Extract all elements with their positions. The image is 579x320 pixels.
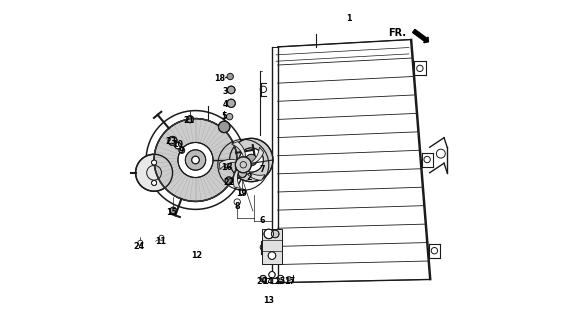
Circle shape xyxy=(159,235,164,240)
Circle shape xyxy=(227,99,235,108)
Text: 11: 11 xyxy=(156,237,167,246)
Text: 23: 23 xyxy=(166,137,177,146)
Circle shape xyxy=(234,199,240,205)
Circle shape xyxy=(269,271,275,278)
Circle shape xyxy=(168,136,177,145)
Text: 4: 4 xyxy=(222,100,228,109)
Text: FR.: FR. xyxy=(388,28,406,37)
Circle shape xyxy=(227,73,233,80)
Text: 3: 3 xyxy=(222,87,228,96)
Circle shape xyxy=(230,138,273,182)
Text: 21: 21 xyxy=(184,116,195,125)
Circle shape xyxy=(192,156,199,164)
Text: 8: 8 xyxy=(234,202,240,211)
Text: 14: 14 xyxy=(262,277,273,286)
Text: 13: 13 xyxy=(263,296,274,305)
Circle shape xyxy=(245,154,257,166)
Text: 12: 12 xyxy=(191,251,202,260)
FancyBboxPatch shape xyxy=(262,228,281,264)
Text: 15: 15 xyxy=(166,208,177,217)
Circle shape xyxy=(240,189,245,195)
Circle shape xyxy=(277,275,284,282)
Text: 5: 5 xyxy=(221,113,227,122)
Text: 9: 9 xyxy=(178,146,184,155)
Circle shape xyxy=(238,169,247,178)
Circle shape xyxy=(264,229,273,239)
Circle shape xyxy=(223,160,231,168)
Text: 1: 1 xyxy=(346,14,351,23)
Circle shape xyxy=(225,177,233,185)
Circle shape xyxy=(235,157,251,173)
Text: 22: 22 xyxy=(223,178,234,187)
Circle shape xyxy=(239,148,263,172)
Circle shape xyxy=(175,142,181,149)
Text: 10: 10 xyxy=(172,140,183,149)
Polygon shape xyxy=(232,141,245,158)
Circle shape xyxy=(218,121,230,132)
Polygon shape xyxy=(250,147,263,165)
Text: 25: 25 xyxy=(274,277,285,286)
Circle shape xyxy=(154,119,237,201)
Text: 2: 2 xyxy=(247,173,252,182)
Text: 19: 19 xyxy=(236,189,247,198)
Circle shape xyxy=(179,148,185,153)
Circle shape xyxy=(152,160,157,165)
FancyArrow shape xyxy=(413,29,428,43)
Text: 17: 17 xyxy=(284,277,295,286)
Text: 6: 6 xyxy=(259,216,265,225)
Circle shape xyxy=(185,150,206,170)
Text: 20: 20 xyxy=(257,277,268,286)
Circle shape xyxy=(226,114,233,120)
Circle shape xyxy=(260,275,266,282)
Circle shape xyxy=(272,230,279,238)
Circle shape xyxy=(138,240,143,245)
Circle shape xyxy=(287,276,291,281)
Text: 24: 24 xyxy=(134,242,145,251)
Circle shape xyxy=(170,207,177,213)
Circle shape xyxy=(268,252,276,260)
Polygon shape xyxy=(219,159,237,170)
Circle shape xyxy=(228,86,235,94)
Circle shape xyxy=(178,142,213,178)
Text: 18: 18 xyxy=(214,74,225,83)
Circle shape xyxy=(135,154,173,191)
Polygon shape xyxy=(245,171,265,180)
Text: 16: 16 xyxy=(221,163,232,172)
Circle shape xyxy=(186,116,193,123)
Polygon shape xyxy=(233,169,241,188)
Circle shape xyxy=(152,180,157,186)
Text: 7: 7 xyxy=(259,165,265,174)
